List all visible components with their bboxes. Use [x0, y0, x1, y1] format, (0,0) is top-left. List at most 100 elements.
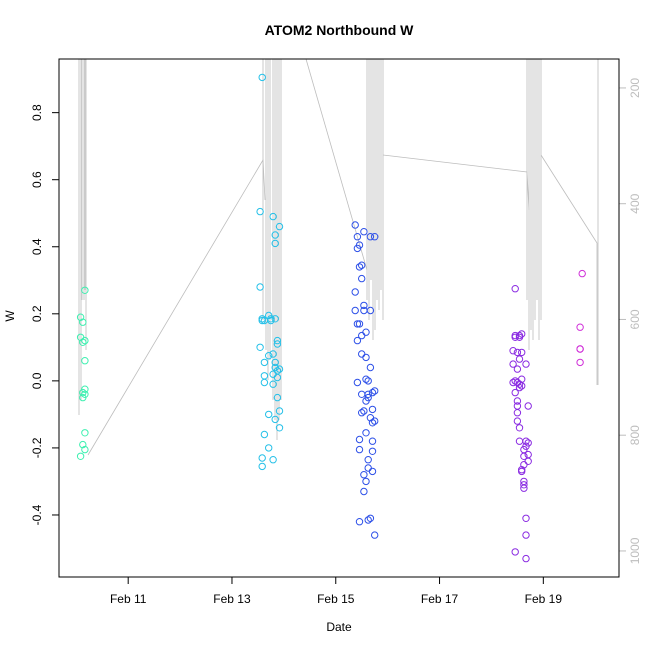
chart-title: ATOM2 Northbound W	[265, 22, 415, 38]
data-point	[518, 382, 526, 390]
y-axis: -0.4 -0.2 0.0 0.2 0.4 0.6 0.8	[30, 104, 60, 525]
transit-line	[540, 154, 598, 385]
pressure-lines	[78, 58, 599, 456]
data-point	[518, 467, 526, 476]
data-point	[351, 288, 359, 296]
data-point	[273, 367, 282, 375]
data-point	[269, 380, 277, 388]
data-point	[515, 383, 524, 392]
data-point	[358, 331, 366, 340]
data-point	[273, 393, 282, 402]
data-point	[260, 358, 269, 367]
data-point	[360, 407, 368, 415]
data-point	[351, 221, 359, 229]
data-point	[524, 450, 532, 459]
data-point	[275, 424, 284, 432]
data-point	[258, 454, 266, 462]
x-axis: Feb 11 Feb 13 Feb 15 Feb 17 Feb 19	[110, 576, 562, 606]
x-tick-label: Feb 15	[317, 592, 355, 606]
data-point	[522, 360, 530, 368]
data-point	[520, 481, 528, 489]
data-point	[258, 315, 266, 323]
data-point	[513, 417, 522, 425]
data-point	[513, 348, 522, 357]
data-point	[364, 516, 372, 524]
data-point	[362, 353, 370, 362]
data-point	[368, 467, 377, 476]
data-point	[358, 409, 366, 417]
data-point	[271, 358, 279, 367]
data-point	[258, 462, 266, 471]
data-point	[271, 231, 279, 239]
data-point	[362, 477, 370, 486]
data-point	[366, 233, 375, 241]
data-point	[576, 323, 584, 331]
data-point	[366, 514, 375, 522]
data-point	[81, 385, 89, 393]
data-point	[81, 390, 89, 398]
data-point	[256, 343, 264, 351]
data-point	[265, 352, 273, 360]
data-points	[76, 73, 586, 563]
data-point	[258, 73, 266, 82]
data-point	[524, 439, 532, 447]
data-point	[366, 306, 375, 315]
right-y-tick-label: 600	[628, 309, 642, 329]
data-point	[76, 452, 85, 460]
right-y-tick-label: 200	[628, 78, 642, 98]
data-point	[355, 263, 364, 271]
data-point	[353, 336, 362, 345]
plot-frame	[58, 58, 620, 578]
data-point	[522, 531, 530, 539]
data-point	[355, 435, 364, 444]
data-point	[524, 402, 532, 410]
data-point	[513, 365, 522, 373]
data-point	[76, 313, 85, 321]
data-point	[351, 306, 359, 315]
data-point	[513, 409, 522, 417]
data-point	[269, 212, 277, 221]
data-point	[513, 397, 522, 405]
data-point	[368, 437, 377, 445]
data-point	[355, 320, 364, 328]
data-point	[524, 457, 532, 465]
data-point	[269, 456, 277, 464]
data-point	[371, 233, 379, 241]
y-tick-label: 0.6	[30, 171, 44, 188]
data-point	[511, 333, 519, 341]
transit-line	[305, 58, 368, 271]
y-tick-label: 0.2	[30, 305, 44, 322]
data-point	[81, 286, 89, 294]
right-y-tick-label: 1000	[628, 537, 642, 564]
data-point	[371, 531, 379, 539]
y-tick-label: 0.4	[30, 238, 44, 255]
data-point	[578, 269, 586, 278]
data-point	[522, 437, 530, 445]
data-point	[511, 285, 519, 293]
data-point	[358, 390, 366, 398]
data-point	[515, 424, 524, 432]
x-axis-label: Date	[326, 620, 352, 634]
y-axis-label: W	[3, 310, 17, 322]
y-tick-label: -0.4	[30, 504, 44, 525]
data-point	[364, 456, 372, 464]
data-point	[81, 445, 89, 454]
data-point	[353, 233, 362, 241]
data-point	[520, 477, 528, 486]
data-point	[260, 430, 269, 439]
x-tick-label: Feb 17	[421, 592, 459, 606]
data-point	[256, 207, 264, 216]
data-point	[371, 417, 379, 425]
right-y-axis: 200 400 600 800 1000	[618, 78, 642, 564]
data-point	[271, 315, 279, 323]
data-point	[355, 241, 364, 249]
data-point	[509, 360, 517, 368]
right-y-tick-label: 400	[628, 193, 642, 213]
data-point	[353, 320, 362, 328]
data-point	[364, 464, 372, 472]
data-point	[515, 380, 524, 388]
data-point	[79, 440, 87, 449]
x-tick-label: Feb 13	[213, 592, 251, 606]
data-point	[360, 228, 368, 236]
